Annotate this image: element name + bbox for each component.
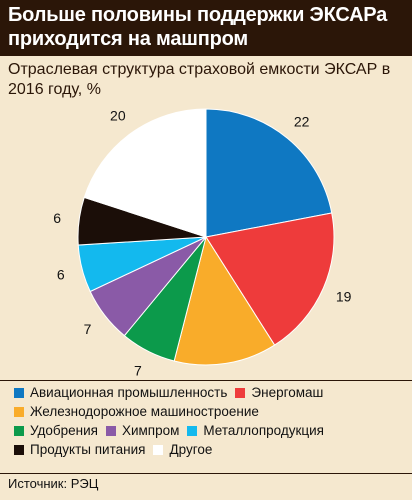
- legend-item: Химпром: [105, 423, 180, 438]
- legend-swatch: [14, 425, 24, 436]
- legend-item: Продукты питания: [14, 442, 145, 457]
- legend-swatch: [14, 387, 24, 398]
- slice-value-label: 7: [84, 321, 92, 337]
- legend-swatch: [14, 444, 24, 455]
- slice-value-label: 6: [53, 210, 61, 226]
- slice-value-label: 13: [222, 377, 238, 380]
- pie-chart: 22 19 13 7 7 6 6 20: [53, 108, 351, 380]
- legend-item: Энергомаш: [235, 385, 323, 400]
- legend-label: Железнодорожное машиностроение: [30, 404, 259, 419]
- legend-swatch: [187, 425, 198, 436]
- pie-slice: [205, 108, 333, 238]
- slice-value-label: 20: [110, 108, 126, 124]
- legend-item: Авиационная промышленность: [14, 385, 227, 400]
- chart-subtitle: Отраслевая структура страховой емкости Э…: [8, 61, 391, 98]
- legend-item: Другое: [153, 442, 212, 457]
- slice-value-label: 6: [57, 266, 65, 282]
- chart-title: Больше половины поддержки ЭКСАРа приходи…: [8, 4, 388, 50]
- legend-label: Химпром: [121, 423, 180, 438]
- slice-value-label: 19: [336, 289, 352, 305]
- pie-slices: [77, 108, 335, 366]
- legend-top-divider: [0, 380, 412, 381]
- legend-label: Удобрения: [30, 423, 98, 438]
- legend-row: Авиационная промышленность Энергомаш: [14, 383, 406, 402]
- pie-slice: [83, 108, 207, 238]
- legend-swatch: [153, 444, 164, 455]
- legend-label: Энергомаш: [251, 385, 324, 400]
- pie-slice: [173, 235, 276, 366]
- source-note: Источник: РЭЦ: [8, 476, 99, 491]
- legend-row: Продукты питания Другое: [14, 440, 406, 459]
- legend-swatch: [235, 387, 246, 398]
- legend-item: Удобрения: [14, 423, 98, 438]
- legend-swatch: [14, 406, 24, 417]
- legend-label: Продукты питания: [30, 442, 146, 457]
- legend-swatch: [105, 425, 116, 436]
- legend-item: Железнодорожное машиностроение: [14, 404, 259, 419]
- slice-value-label: 22: [294, 113, 310, 129]
- legend-row: Удобрения Химпром Металлопродукция: [14, 421, 406, 440]
- legend-label: Металлопродукция: [203, 423, 324, 438]
- legend-label: Авиационная промышленность: [30, 385, 228, 400]
- pie-slice: [205, 212, 335, 346]
- legend-row: Железнодорожное машиностроение: [14, 402, 406, 421]
- source-divider: [0, 473, 412, 474]
- legend-label: Другое: [169, 442, 213, 457]
- pie-value-labels: 22 19 13 7 7 6 6 20: [53, 108, 351, 380]
- slice-value-label: 7: [134, 363, 142, 379]
- legend-item: Металлопродукция: [187, 423, 324, 438]
- title-bar: Больше половины поддержки ЭКСАРа приходи…: [0, 0, 412, 56]
- legend: Авиационная промышленность Энергомаш Желез…: [14, 383, 406, 459]
